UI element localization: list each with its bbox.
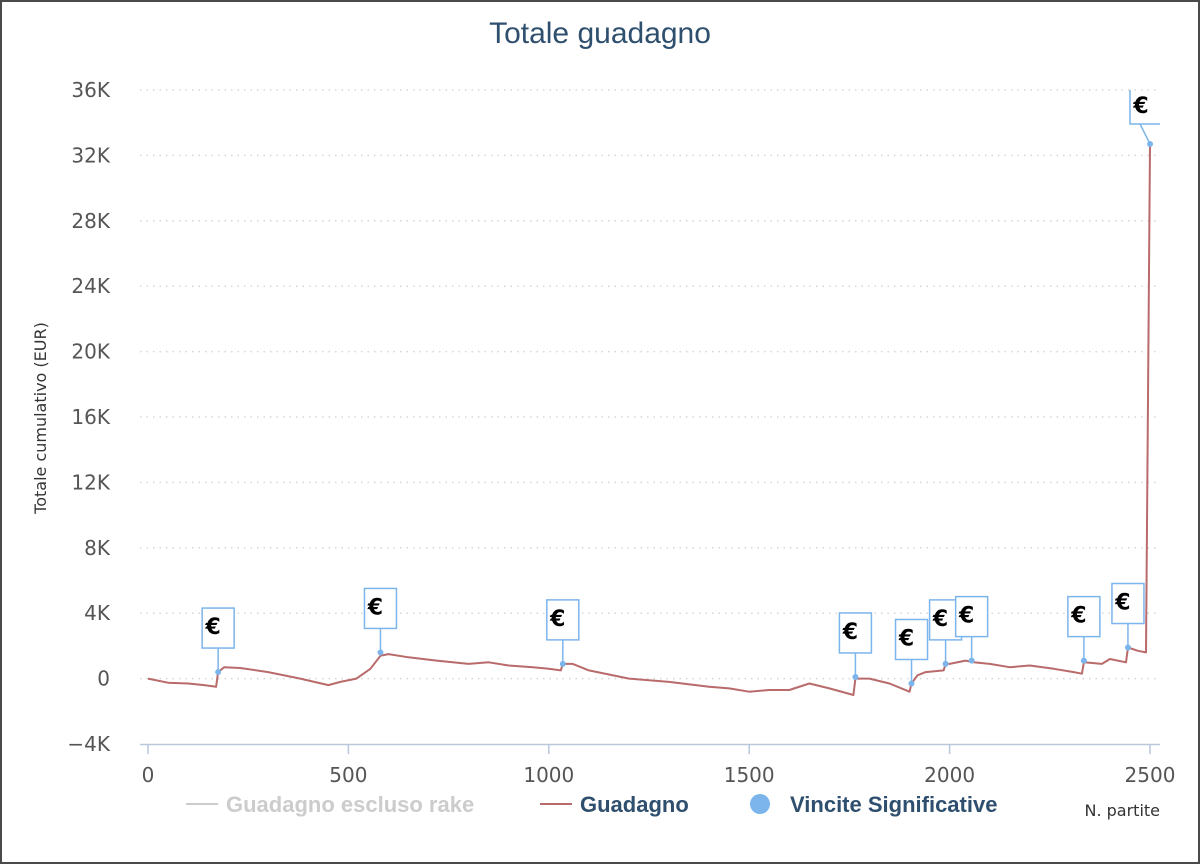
- x-tick-label: 1500: [724, 763, 775, 787]
- grid: [140, 89, 1160, 680]
- y-tick-label: 0: [97, 667, 110, 691]
- flag-point: [1124, 644, 1131, 651]
- flag-box: [546, 599, 580, 641]
- flag-label: €: [204, 615, 220, 640]
- flag-label: €: [898, 627, 914, 652]
- flag-marker: €: [1111, 582, 1145, 651]
- flag-point: [942, 660, 949, 667]
- legend-label: Vincite Significative: [790, 792, 997, 817]
- flag-marker: €: [546, 599, 580, 667]
- legend-label: Guadagno: [580, 792, 689, 817]
- flag-box: [954, 595, 989, 638]
- flag-marker: €: [1067, 595, 1101, 664]
- y-tick-label: 36K: [71, 78, 110, 102]
- flag-marker: €: [201, 607, 235, 676]
- flag-label: €: [932, 607, 948, 632]
- series-line-guadagno: [147, 143, 1151, 696]
- flag-label: €: [549, 607, 565, 632]
- flag-label: €: [958, 604, 974, 629]
- x-tick-label: 2500: [1125, 763, 1176, 787]
- y-tick-label: 16K: [71, 405, 110, 429]
- flag-marker: €: [363, 587, 398, 656]
- flag-marker: €: [894, 618, 929, 687]
- x-tick-label: 0: [142, 763, 155, 787]
- chart-title: Totale guadagno: [489, 17, 711, 50]
- x-tick-label: 2000: [924, 763, 975, 787]
- flag-box: [201, 607, 235, 649]
- flag-point: [215, 669, 222, 676]
- flag-box: [894, 618, 929, 661]
- flag-point: [1080, 657, 1087, 664]
- flag-marker: €: [954, 595, 989, 664]
- flag-point: [559, 660, 566, 667]
- x-tick-label: 500: [329, 763, 367, 787]
- flag-box: [1129, 90, 1160, 125]
- legend-item: Guadagno: [540, 792, 689, 817]
- flag-label: €: [1132, 94, 1148, 119]
- y-axis-ticks: −4K 0 4K 8K 12K 16K 20K 24K 28K 32K 36K: [67, 78, 110, 756]
- flag-box: [838, 612, 873, 654]
- flag-point: [852, 673, 859, 680]
- y-tick-label: 12K: [71, 470, 110, 494]
- x-axis: 0 500 1000 1500 2000 2500: [140, 743, 1176, 787]
- y-tick-label: 20K: [71, 340, 110, 364]
- legend-symbol: [750, 794, 770, 814]
- y-tick-label: 24K: [71, 274, 110, 298]
- x-tick-label: 1000: [523, 763, 574, 787]
- legend-item: Vincite Significative: [750, 792, 997, 817]
- flags: € € € € € € € € € €: [201, 90, 1160, 687]
- flag-label: €: [1070, 604, 1086, 629]
- y-tick-label: 32K: [71, 143, 110, 167]
- flag-connector: [1139, 123, 1151, 145]
- x-axis-title: N. partite: [1084, 801, 1160, 820]
- y-tick-label: 8K: [84, 536, 111, 560]
- y-tick-label: 28K: [71, 209, 110, 233]
- flag-label: €: [842, 620, 858, 645]
- flag-box: [363, 587, 398, 630]
- flag-label: €: [1114, 591, 1130, 616]
- flag-point: [908, 680, 915, 687]
- flag-box: [1067, 595, 1101, 638]
- y-tick-label: 4K: [84, 601, 111, 625]
- plot-area: [147, 143, 1151, 696]
- flag-marker: €: [838, 612, 873, 680]
- flag-point: [968, 657, 975, 664]
- legend-item: Guadagno escluso rake: [186, 792, 474, 817]
- y-tick-label: −4K: [67, 732, 110, 756]
- y-axis-title: Totale cumulativo (EUR): [31, 322, 50, 515]
- flag-point: [1147, 140, 1153, 147]
- flag-marker: €: [1129, 90, 1160, 147]
- flag-point: [377, 649, 384, 656]
- legend: Guadagno escluso rake Guadagno Vincite Sig…: [186, 792, 997, 817]
- flag-label: €: [367, 595, 383, 620]
- flag-box: [1111, 582, 1145, 625]
- legend-label: Guadagno escluso rake: [226, 792, 474, 817]
